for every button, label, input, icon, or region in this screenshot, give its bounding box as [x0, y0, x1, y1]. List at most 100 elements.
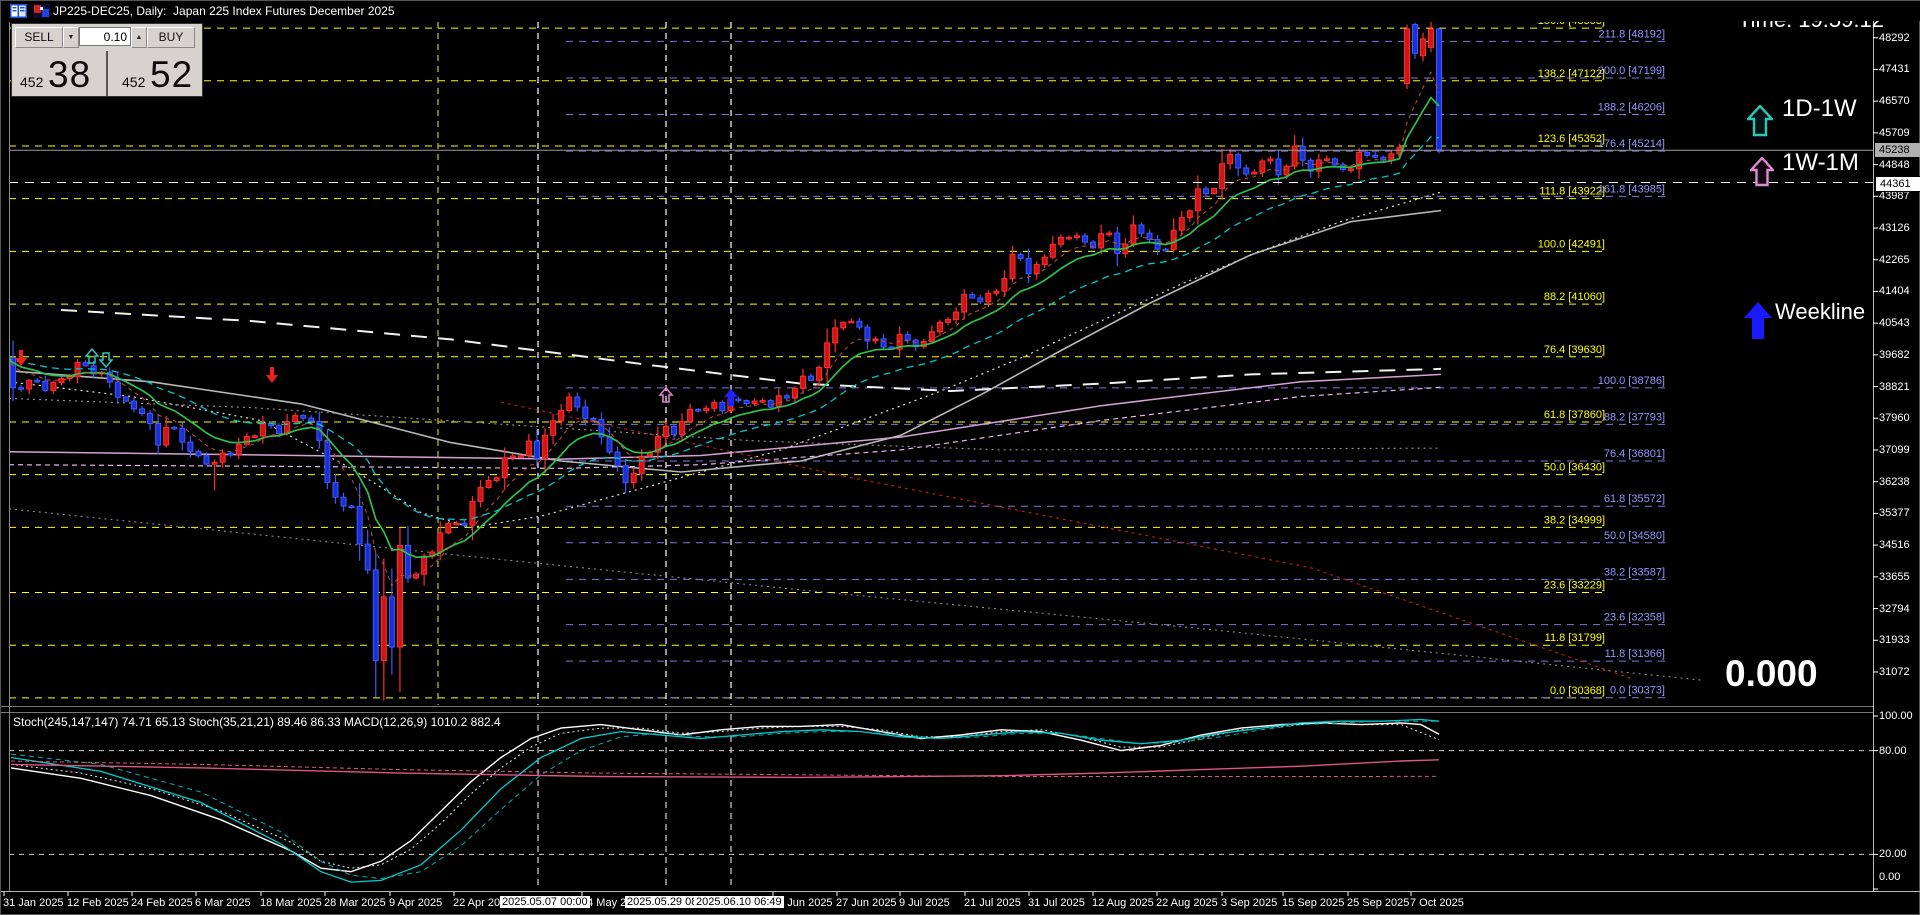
price-tick: 40543: [1879, 317, 1910, 330]
price-tick: 35377: [1879, 507, 1910, 520]
price-tick: 37960: [1879, 412, 1910, 425]
date-tick: 6 Mar 2025: [195, 897, 251, 909]
price-axis[interactable]: 4915348292474314657045709448484398743126…: [1874, 0, 1920, 891]
chart-icon[interactable]: [33, 4, 50, 18]
journal-icon[interactable]: [10, 4, 27, 18]
ma-pink-solid: [9, 373, 1442, 460]
price-tick: 32794: [1879, 602, 1910, 615]
stoch245-signal: [10, 760, 1440, 777]
date-tick: 31 Jan 2025: [3, 897, 64, 909]
price-tick: 36238: [1879, 475, 1910, 488]
fib-yellow-label: 111.8 [43922]: [1539, 186, 1605, 198]
lot-increase-button[interactable]: ▲: [131, 27, 147, 48]
price-tick: 37099: [1879, 443, 1910, 456]
sell-price-points: 38: [48, 54, 92, 95]
lot-decrease-button[interactable]: ▼: [63, 27, 79, 48]
date-tick: 15 Sep 2025: [1282, 897, 1345, 909]
sell-arrow-mar: [266, 367, 278, 383]
fib-yellow-label: 38.2 [34999]: [1544, 514, 1605, 526]
fib-yellow-label: 88.2 [41060]: [1544, 291, 1605, 303]
date-tick: 18 Mar 2025: [260, 897, 322, 909]
date-tick: 12 Feb 2025: [67, 897, 129, 909]
price-tick: 38821: [1879, 380, 1910, 393]
date-tick: 22 Aug 2025: [1156, 897, 1218, 909]
date-tick: 31 Jul 2025: [1028, 897, 1085, 909]
date-tick: 27 Jun 2025: [836, 897, 897, 909]
fib-purple-label: 100.0 [38786]: [1598, 375, 1665, 387]
date-marked-timestamp: 2025.06.10 06:49: [694, 896, 784, 908]
date-tick: 17 Jun 2025: [772, 897, 833, 909]
price-tick: 31072: [1879, 665, 1910, 678]
date-tick: 25 Sep 2025: [1347, 897, 1410, 909]
price-tick: 43126: [1879, 221, 1910, 234]
sell-price-prefix: 452: [20, 74, 44, 90]
price-tick: 44848: [1879, 158, 1910, 171]
fib-purple-label: 211.8 [48192]: [1599, 28, 1665, 40]
chart-title: JP225-DEC25, Daily: Japan 225 Index Futu…: [53, 4, 395, 18]
fib-yellow-label: 0.0 [30368]: [1550, 685, 1605, 697]
bid-price-box: 45238: [1875, 143, 1920, 158]
date-tick: 24 Feb 2025: [131, 897, 193, 909]
blue-up-arrow-icon: [1744, 302, 1772, 339]
fib-yellow-label: 76.4 [39630]: [1544, 344, 1605, 356]
date-tick: 7 Oct 2025: [1410, 897, 1464, 909]
buy-button[interactable]: BUY: [147, 27, 195, 48]
zero-value-label: 0.000: [1725, 653, 1818, 694]
price-tick: 48292: [1879, 31, 1910, 44]
price-tick: 46570: [1879, 95, 1910, 108]
sell-button[interactable]: SELL: [15, 27, 63, 48]
timeframe-label-1w1m: 1W-1M: [1782, 149, 1859, 176]
indicator-values-label: Stoch(245,147,147) 74.71 65.13 Stoch(35,…: [13, 715, 501, 729]
stoch35-main: [10, 722, 1440, 873]
fib-purple-label: 11.8 [31366]: [1605, 648, 1665, 660]
weekline-label: Weekline: [1775, 299, 1866, 324]
lot-size-input[interactable]: [79, 27, 131, 46]
buy-arrow-jun10: [724, 389, 738, 406]
fib-purple-label: 88.2 [37793]: [1604, 411, 1665, 423]
fib-yellow-label: 23.6 [33229]: [1544, 580, 1605, 592]
updown-arrows-feb: [98, 352, 114, 369]
window-titlebar: JP225-DEC25, Daily: Japan 225 Index Futu…: [1, 1, 1920, 21]
price-tick: 43987: [1879, 190, 1910, 203]
sell-price-display[interactable]: 452 38: [12, 51, 106, 96]
trend-gray-desc: [9, 508, 1702, 681]
date-tick: 9 Apr 2025: [389, 897, 443, 909]
date-axis[interactable]: 31 Jan 2025 12 Feb 2025 24 Feb 2025 6 Mar 2…: [1, 892, 1920, 915]
teal-up-arrow-icon: [1747, 105, 1773, 137]
price-tick: 31933: [1879, 634, 1910, 647]
ma-white-dotted: [9, 191, 1442, 528]
updown-arrows-feb: [84, 347, 100, 364]
date-marked-timestamp: 2025.05.29 08:: [625, 896, 703, 908]
fib-purple-label: 200.0 [47199]: [1598, 65, 1665, 77]
fib-purple-label: 176.4 [45214]: [1598, 138, 1665, 150]
buy-price-prefix: 452: [122, 74, 146, 90]
date-tick: 21 Jul 2025: [964, 897, 1021, 909]
fib-purple-label: 0.0 [30373]: [1610, 685, 1665, 697]
fib-purple-label: 76.4 [36801]: [1604, 448, 1665, 460]
ma-silver-solid: [9, 209, 1442, 473]
fib-purple-label: 50.0 [34580]: [1604, 530, 1665, 542]
fib-yellow-label: 150.0 [48553]: [1538, 15, 1605, 27]
fib-yellow-label: 50.0 [36430]: [1544, 462, 1605, 474]
fib-purple-label: 38.2 [33587]: [1604, 566, 1665, 578]
buy-arrow-may29: [658, 386, 674, 403]
price-tick: 47431: [1879, 63, 1910, 76]
fib-yellow-label: 11.8 [31799]: [1545, 632, 1605, 644]
date-tick: 28 Mar 2025: [324, 897, 386, 909]
ema-fast-green: [9, 96, 1440, 559]
date-tick: 22 Apr 2025: [453, 897, 513, 909]
fib-yellow-label: 61.8 [37860]: [1544, 409, 1605, 421]
date-tick: 3 Sep 2025: [1221, 897, 1278, 909]
fib-purple-label: 188.2 [46206]: [1598, 102, 1665, 114]
fib-yellow-label: 123.6 [45352]: [1538, 133, 1605, 145]
price-tick: 45709: [1879, 126, 1910, 139]
ema-red-fast: [9, 71, 1440, 587]
indicator-axis-tick: 0.00: [1879, 871, 1901, 883]
price-tick: 42265: [1879, 253, 1910, 266]
buy-price-points: 52: [150, 54, 194, 95]
indicator-axis-tick: 80.00: [1879, 744, 1907, 757]
buy-price-display[interactable]: 452 52: [106, 51, 202, 96]
date-tick: 9 Jul 2025: [899, 897, 950, 909]
